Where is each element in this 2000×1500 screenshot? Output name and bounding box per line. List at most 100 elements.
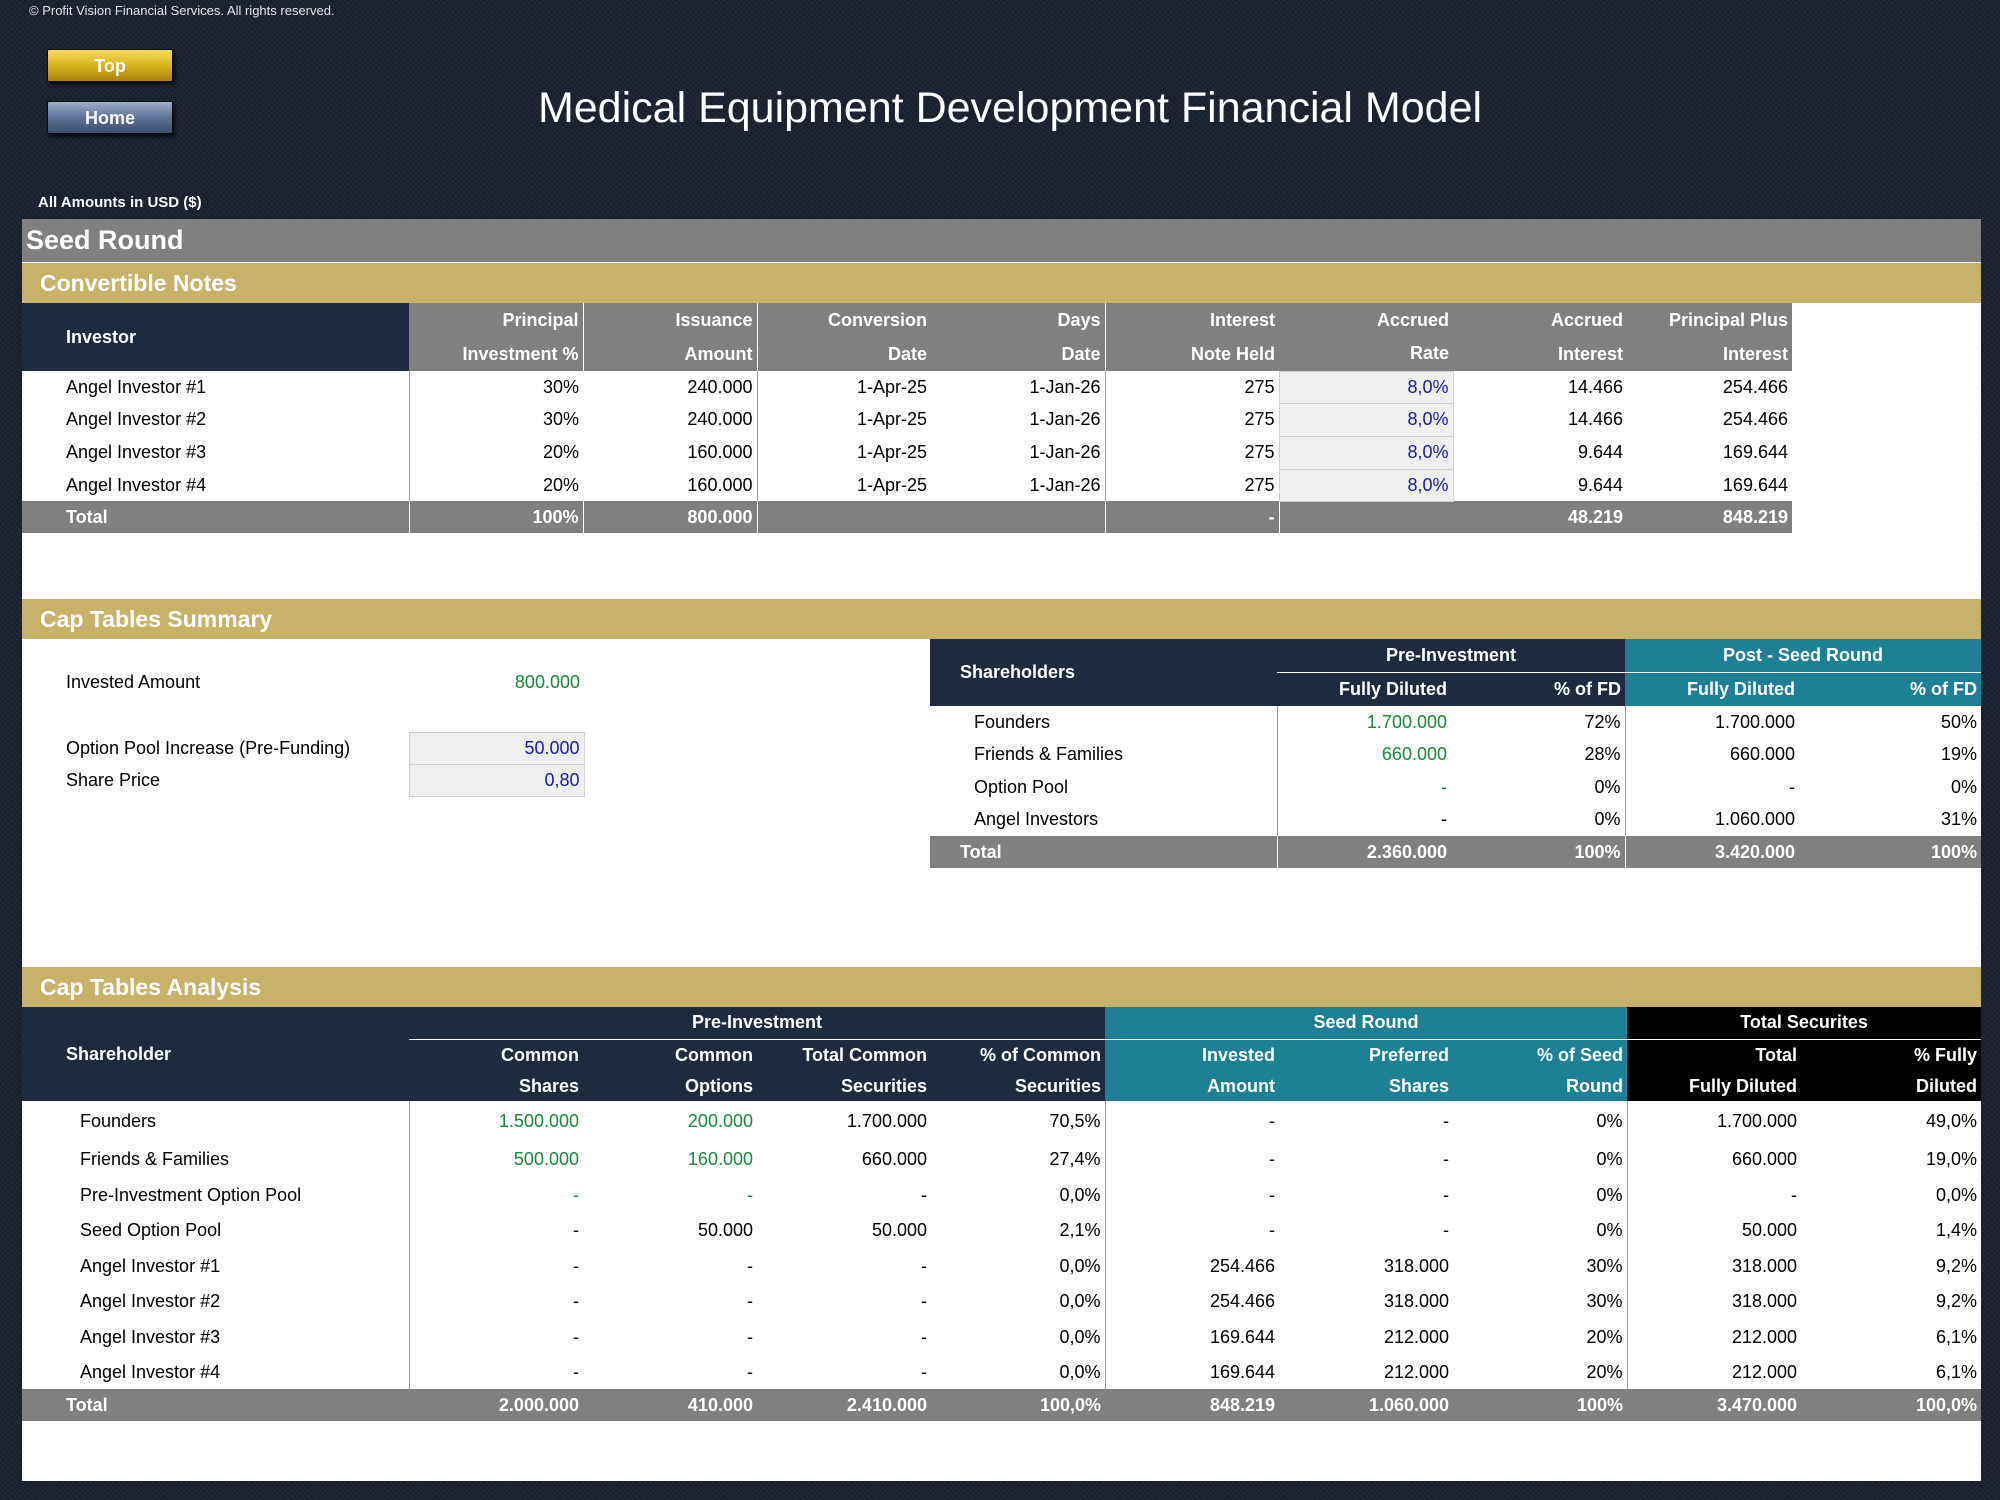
pre-pct-fd: 0% — [1594, 809, 1621, 829]
note-held-days: 275 — [1104, 403, 1279, 436]
table-row: Angel Investor #1 30% 240.000 1-Apr-25 1… — [22, 370, 1792, 404]
total-common: - — [921, 1361, 927, 1382]
table-row: Angel Investors - 0% 1.060.000 31% — [930, 803, 1981, 836]
total-common-shares: 2.000.000 — [409, 1389, 583, 1421]
principal-plus-interest: 254.466 — [1722, 376, 1788, 397]
common-shares-header-2: Shares — [409, 1071, 583, 1101]
total-common: 660.000 — [861, 1148, 927, 1169]
pre-pct-fd: 28% — [1584, 744, 1621, 764]
common-options: - — [747, 1291, 753, 1311]
pct-seed-header: % of Seed — [1453, 1038, 1628, 1071]
share-price-input[interactable]: 0,80 — [408, 763, 585, 797]
days-date: 1-Jan-26 — [1029, 376, 1101, 397]
principal-plus-header: Principal Plus — [1627, 303, 1792, 337]
total-common-header: Total Common — [757, 1038, 931, 1071]
investment-pct: 20% — [408, 436, 583, 469]
table-row: Pre-Investment Option Pool - - - 0,0% - … — [22, 1177, 1981, 1213]
table-row: Angel Investor #1 - - - 0,0% 254.466 318… — [22, 1248, 1981, 1284]
total-label: Total — [22, 501, 409, 533]
total-fully-diluted: - — [1626, 1177, 1802, 1213]
total-row: Total 2.360.000 100% 3.420.000 100% — [930, 836, 1981, 868]
issuance-amount: 240.000 — [687, 376, 753, 397]
interest-header-2: Note Held — [1104, 337, 1279, 371]
pct-seed-header-2: Round — [1453, 1071, 1628, 1101]
issuance-amount: 160.000 — [687, 474, 753, 495]
accrued-interest-header: Accrued — [1453, 303, 1627, 337]
pre-investment-group: Pre-Investment — [409, 1007, 1106, 1039]
invested-amount: - — [1104, 1177, 1280, 1213]
invested-amount-value: 800.000 — [514, 671, 580, 692]
option-pool-input[interactable]: 50.000 — [408, 731, 585, 765]
shareholder-header: Shareholder — [22, 1007, 409, 1101]
post-fully-diluted: - — [1624, 771, 1800, 803]
pct-seed: 0% — [1596, 1184, 1623, 1205]
total-fully-diluted: 212.000 — [1626, 1355, 1802, 1389]
days-date: 1-Jan-26 — [1029, 409, 1101, 429]
pct-fully-diluted: 1,4% — [1936, 1220, 1978, 1240]
issuance-header-2: Amount — [582, 337, 757, 371]
common-shares: - — [408, 1319, 583, 1355]
principal-plus-header-2: Interest — [1627, 337, 1792, 371]
total-fully-diluted: 1.700.000 — [1626, 1101, 1802, 1141]
interest-rate-input[interactable]: 8,0% — [1278, 435, 1454, 470]
common-shares: - — [408, 1213, 583, 1248]
home-button[interactable]: Home — [47, 101, 173, 134]
top-button[interactable]: Top — [47, 49, 173, 82]
investor-name: Angel Investor #4 — [66, 474, 207, 495]
pct-seed: 20% — [1586, 1361, 1623, 1382]
issuance-amount: 240.000 — [687, 409, 753, 429]
total-pre-fully-diluted: 2.360.000 — [1276, 836, 1451, 868]
investor-name: Angel Investor #2 — [66, 409, 207, 429]
days-header-2: Date — [931, 337, 1105, 371]
interest-rate-input[interactable]: 8,0% — [1278, 370, 1454, 404]
common-shares: - — [408, 1355, 583, 1389]
total-post-fully-diluted: 3.420.000 — [1624, 836, 1800, 868]
interest-rate-input[interactable]: 8,0% — [1278, 468, 1454, 502]
common-options-header: Common — [583, 1038, 757, 1071]
total-fully-diluted: 660.000 — [1626, 1141, 1802, 1177]
note-held-days: 275 — [1104, 436, 1279, 469]
invested-amount: 169.644 — [1104, 1355, 1280, 1389]
investment-pct: 30% — [408, 403, 583, 436]
common-options-header-2: Options — [583, 1071, 757, 1101]
pct-fully-header: % Fully — [1801, 1038, 1981, 1071]
seed-round-group: Seed Round — [1105, 1007, 1628, 1039]
post-seed-header: Post - Seed Round — [1625, 639, 1981, 672]
pct-fully-diluted: 9,2% — [1936, 1255, 1978, 1276]
total-post-pct-fd: 100% — [1799, 836, 1981, 868]
common-options: - — [747, 1361, 753, 1382]
invested-amount-header: Invested — [1105, 1038, 1280, 1071]
preferred-shares: - — [1443, 1110, 1450, 1131]
table-row: Option Pool - 0% - 0% — [930, 771, 1981, 803]
invested-amount: 254.466 — [1104, 1248, 1280, 1284]
option-pool-label: Option Pool Increase (Pre-Funding) — [66, 737, 351, 758]
total-common: 50.000 — [871, 1220, 927, 1240]
total-common: - — [921, 1255, 927, 1276]
shareholders-header: Shareholders — [930, 639, 1277, 706]
total-fd-header: Total — [1627, 1038, 1802, 1071]
days-header: Days — [931, 303, 1105, 337]
pct-fully-header-2: Diluted — [1801, 1071, 1981, 1101]
preferred-shares: - — [1443, 1184, 1450, 1205]
share-price-label: Share Price — [66, 769, 161, 790]
pct-seed: 20% — [1586, 1326, 1623, 1347]
principal-header: Principal — [409, 303, 583, 337]
accrued-rate-header: Accrued — [1279, 303, 1453, 337]
days-date: 1-Jan-26 — [1029, 442, 1101, 462]
pct-seed: 0% — [1596, 1148, 1623, 1169]
shareholder-name: Pre-Investment Option Pool — [80, 1184, 302, 1205]
conversion-header-2: Date — [756, 337, 931, 371]
total-fd-header-2: Fully Diluted — [1627, 1071, 1802, 1101]
shareholder-name: Founders — [80, 1110, 157, 1131]
interest-rate-input[interactable]: 8,0% — [1278, 402, 1454, 437]
accrued-interest: 9.644 — [1577, 474, 1623, 495]
pre-fully-diluted: 660.000 — [1276, 738, 1451, 771]
common-options: 160.000 — [687, 1148, 753, 1169]
page-title: Medical Equipment Development Financial … — [537, 84, 1483, 132]
post-pct-fd-header: % of FD — [1799, 671, 1981, 706]
pct-seed: 30% — [1586, 1291, 1623, 1311]
invested-amount-label: Invested Amount — [66, 671, 201, 692]
common-shares: - — [408, 1248, 583, 1284]
common-shares: 500.000 — [408, 1141, 583, 1177]
pct-common: 0,0% — [1059, 1326, 1101, 1347]
